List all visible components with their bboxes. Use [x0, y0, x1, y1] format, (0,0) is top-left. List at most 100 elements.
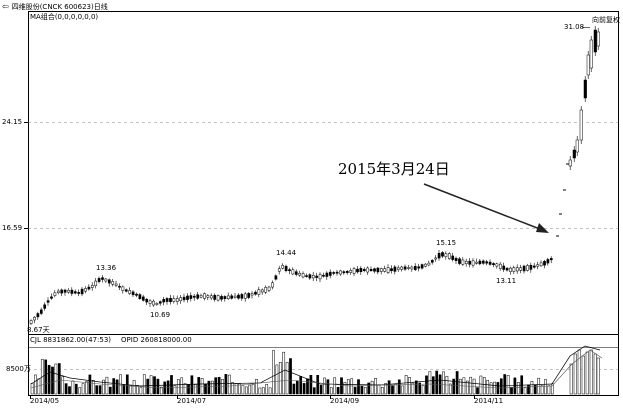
candle-body: [220, 296, 223, 300]
forward-adjust-button[interactable]: 向前复权: [592, 16, 620, 24]
volume-bar: [448, 383, 452, 395]
volume-bar: [319, 384, 323, 395]
volume-bar: [394, 383, 398, 395]
candle-body: [532, 265, 536, 268]
candle-body: [342, 271, 346, 274]
volume-bar: [132, 380, 136, 395]
volume-bar: [176, 379, 180, 395]
volume-axis-label: 8500万: [6, 365, 31, 373]
candle-body: [434, 257, 438, 260]
volume-bar: [411, 382, 415, 395]
volume-bar: [156, 378, 160, 395]
volume-bar: [224, 374, 228, 395]
volume-bar: [193, 384, 197, 395]
candle-body: [138, 294, 142, 299]
candle-body: [33, 316, 36, 321]
candle-body: [131, 291, 135, 296]
volume-bar: [435, 370, 439, 395]
candle-body: [515, 267, 519, 272]
candle-body: [155, 303, 159, 305]
x-axis-label: 2014/11: [474, 397, 504, 405]
volume-bar: [85, 381, 88, 395]
candle-body: [84, 288, 87, 292]
volume-bar: [431, 376, 435, 395]
volume-bar: [146, 378, 150, 395]
volume-bar: [589, 349, 593, 395]
volume-ma-line: [30, 345, 601, 387]
candle-body: [114, 283, 118, 286]
volume-bar: [343, 382, 347, 395]
candle-body: [277, 268, 281, 272]
price-marker-label: 13.11: [496, 277, 517, 285]
candle-body: [311, 274, 315, 279]
candle-body: [437, 253, 441, 259]
volume-bar: [149, 375, 153, 395]
volume-bar: [173, 385, 177, 395]
candle-body: [101, 277, 104, 280]
candle-body: [43, 304, 47, 309]
candle-body: [396, 267, 400, 270]
candle-body: [145, 298, 149, 303]
volume-bar: [387, 380, 391, 395]
candle-body: [593, 29, 597, 53]
candle-body: [209, 295, 213, 299]
volume-bar: [401, 385, 405, 395]
volume-bar: [384, 383, 388, 395]
volume-bar: [503, 374, 507, 395]
volume-bar: [30, 383, 34, 395]
price-marker-label: 14.44: [276, 249, 297, 257]
candle-body: [586, 54, 590, 76]
candle-body: [447, 253, 451, 259]
volume-bar: [34, 374, 37, 395]
candle-body: [536, 264, 540, 267]
volume-bar: [180, 377, 184, 395]
candle-body: [254, 291, 257, 295]
candle-body: [362, 269, 366, 271]
volume-bar: [581, 355, 585, 395]
candle-body: [505, 267, 509, 271]
volume-bar: [47, 365, 51, 395]
candle-body: [359, 268, 363, 273]
volume-bar: [272, 350, 275, 395]
candle-body: [589, 39, 593, 69]
candle-body: [583, 79, 587, 99]
price-tick-label: 16.59: [2, 224, 23, 232]
candle-body: [70, 289, 74, 294]
candle-body: [522, 265, 526, 272]
volume-bar: [71, 380, 75, 395]
candle-body: [216, 295, 220, 301]
volume-bar: [231, 382, 235, 395]
candle-body: [213, 294, 217, 300]
candle-body: [90, 285, 94, 288]
candle-body: [549, 258, 553, 261]
opid-label: OPID 260818000.00: [121, 336, 192, 344]
candle-body: [441, 252, 444, 257]
candle-body: [121, 286, 125, 291]
volume-bar: [238, 383, 241, 395]
candle-body: [189, 295, 193, 299]
candle-body: [243, 293, 247, 299]
candle-body: [308, 274, 312, 279]
candle-body: [427, 262, 431, 266]
candle-body: [478, 260, 482, 265]
candle-body: [60, 289, 64, 294]
candle-body: [539, 262, 543, 267]
candle-body: [526, 265, 529, 271]
candle-body: [196, 294, 200, 299]
volume-bar: [459, 378, 462, 395]
x-axis-label: 2014/05: [30, 397, 60, 405]
volume-bar: [333, 377, 337, 395]
back-arrow-icon[interactable]: ⇦: [2, 2, 9, 11]
volume-bar: [533, 384, 537, 395]
volume-bar: [115, 379, 119, 395]
volume-bar: [596, 357, 600, 395]
candle-body: [352, 268, 356, 274]
candle-body: [192, 295, 196, 298]
candle-body: [186, 295, 189, 300]
candle-body: [226, 295, 230, 300]
candle-body: [104, 278, 108, 282]
x-axis-label: 2014/07: [177, 397, 207, 405]
candle-body: [325, 272, 329, 277]
volume-bar: [573, 353, 577, 395]
